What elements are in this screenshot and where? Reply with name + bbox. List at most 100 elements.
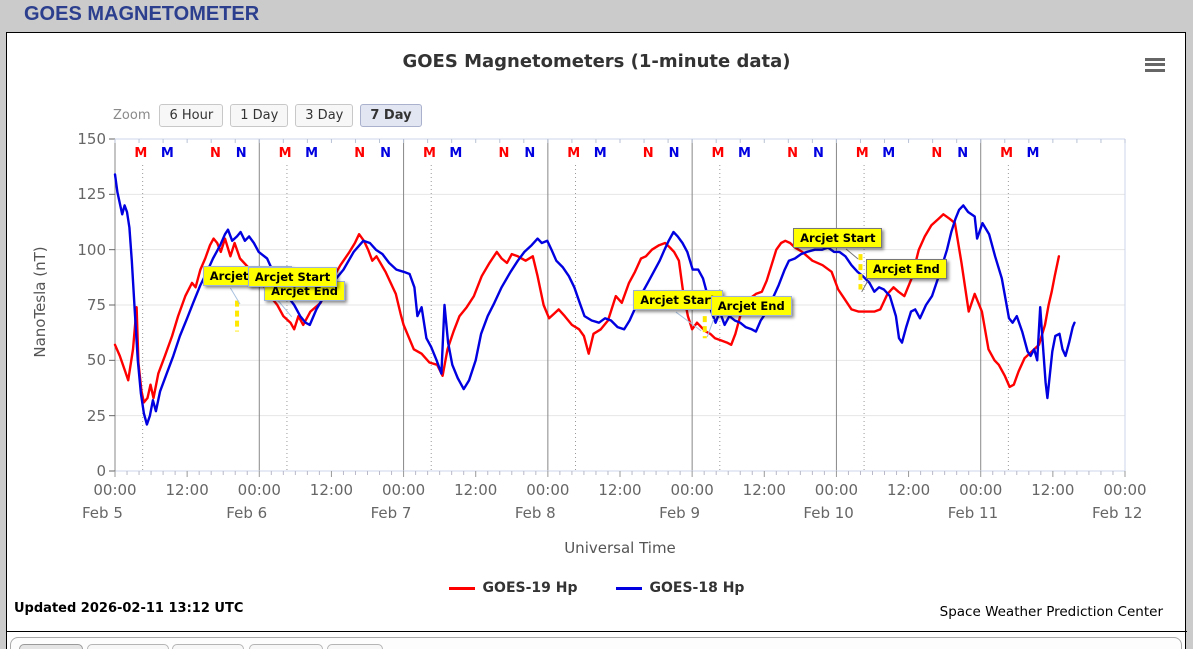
y-tick-label: 100 [77,240,106,259]
range-button-1-day[interactable]: 1 Day [230,104,289,127]
y-tick-label: 25 [86,406,106,425]
range-selector-buttons: 6 Hour 1 Day 3 Day 7 Day [159,104,422,127]
legend-label: GOES-18 Hp [649,580,745,596]
bottom-tab-5[interactable] [327,644,383,649]
x-tick-label: 12:00 [598,481,642,499]
x-tick-label: 00:00 [959,481,1003,499]
y-tick-label: 75 [86,296,106,314]
satellite-marker-m: M [882,146,895,161]
y-tick-label: 50 [86,351,106,370]
arcjet-annotation: Arcjet Start [793,227,883,248]
satellite-marker-n: N [210,146,221,161]
range-selector: Zoom 6 Hour 1 Day 3 Day 7 Day [113,104,422,127]
annotation-connector [861,280,869,293]
x-day-label: Feb 12 [1092,504,1143,522]
arcjet-annotation: Arcjet End [710,295,792,316]
y-tick-label: 0 [96,462,106,480]
x-day-label: Feb 8 [514,504,556,522]
updated-timestamp: Updated 2026-02-11 13:12 UTC [14,601,244,616]
range-button-3-day[interactable]: 3 Day [295,104,354,127]
credit-text: Space Weather Prediction Center [939,604,1163,620]
hamburger-icon [1145,57,1165,61]
x-day-label: Feb 11 [947,504,999,522]
x-day-label: Feb 9 [659,504,701,522]
satellite-marker-n: N [669,146,680,161]
satellite-marker-m: M [279,146,292,161]
x-tick-label: 00:00 [237,481,281,499]
legend-line-icon [615,586,642,590]
x-tick-label: 00:00 [670,481,714,499]
satellite-marker-m: M [1027,146,1040,161]
x-tick-label: 12:00 [165,481,209,499]
panel-divider [6,631,1187,632]
satellite-marker-n: N [643,146,654,161]
satellite-marker-m: M [594,146,607,161]
bottom-tab-3[interactable] [172,644,244,649]
satellite-marker-m: M [423,146,436,161]
satellite-marker-n: N [813,146,824,161]
satellite-marker-n: N [524,146,535,161]
arcjet-annotation: Arcjet Start [633,289,723,310]
x-tick-label: 12:00 [742,481,786,499]
annotation-connector [675,311,702,332]
hamburger-icon [1145,68,1165,72]
x-axis-title: Universal Time [564,539,676,557]
bottom-tab-1[interactable] [19,644,83,649]
page-title: GOES MAGNETOMETER [24,3,260,25]
range-button-7-day[interactable]: 7 Day [360,104,422,127]
range-selector-label: Zoom [113,108,151,123]
series-goes-18-hp [113,173,1076,426]
legend-label: GOES-19 Hp [482,580,578,596]
annotation-connector [845,248,859,260]
satellite-marker-m: M [738,146,751,161]
satellite-marker-m: M [1000,146,1013,161]
annotation-connector [229,287,241,305]
satellite-marker-n: N [236,146,247,161]
satellite-marker-n: N [787,146,798,161]
x-tick-label: 12:00 [309,481,354,499]
satellite-marker-m: M [712,146,725,161]
x-tick-label: 00:00 [381,481,426,499]
x-day-label: Feb 7 [370,504,412,522]
hamburger-icon [1145,63,1165,66]
satellite-marker-n: N [354,146,365,161]
y-axis-title: NanoTesla (nT) [31,246,49,358]
satellite-marker-m: M [134,146,147,161]
x-tick-label: 12:00 [886,481,931,499]
legend: GOES-19 Hp GOES-18 Hp [6,580,1187,596]
satellite-marker-n: N [499,146,510,161]
chart-panel [6,32,1186,649]
x-tick-label: 00:00 [526,481,570,499]
arcjet-annotation: Arcjet End [865,258,947,279]
chart-context-menu-button[interactable] [1140,53,1170,79]
bottom-tabs-strip [10,637,1182,649]
legend-line-icon [448,586,475,590]
legend-item-goes-18-hp[interactable]: GOES-18 Hp [615,580,745,596]
satellite-marker-n: N [380,146,391,161]
satellite-marker-m: M [161,146,174,161]
satellite-marker-m: M [305,146,318,161]
satellite-marker-m: M [567,146,580,161]
y-tick-label: 150 [77,130,106,148]
x-tick-label: 00:00 [814,481,859,499]
range-button-6-hour[interactable]: 6 Hour [159,104,224,127]
x-tick-label: 00:00 [1103,481,1147,499]
satellite-marker-m: M [856,146,869,161]
chart-title: GOES Magnetometers (1-minute data) [402,51,791,72]
satellite-marker-n: N [957,146,968,161]
x-tick-label: 12:00 [1031,481,1075,499]
annotation-connector [706,318,715,338]
arcjet-annotation: Arcjet Start [247,267,338,288]
bottom-tab-4[interactable] [249,644,323,649]
legend-item-goes-19-hp[interactable]: GOES-19 Hp [448,580,578,596]
x-tick-label: 00:00 [93,481,137,499]
satellite-marker-n: N [931,146,942,161]
x-day-label: Feb 5 [82,504,123,522]
bottom-tab-2[interactable] [87,644,169,649]
series-goes-19-hp [113,213,1061,404]
satellite-marker-m: M [449,146,462,161]
x-tick-label: 12:00 [454,481,498,499]
x-day-label: Feb 6 [226,504,268,522]
